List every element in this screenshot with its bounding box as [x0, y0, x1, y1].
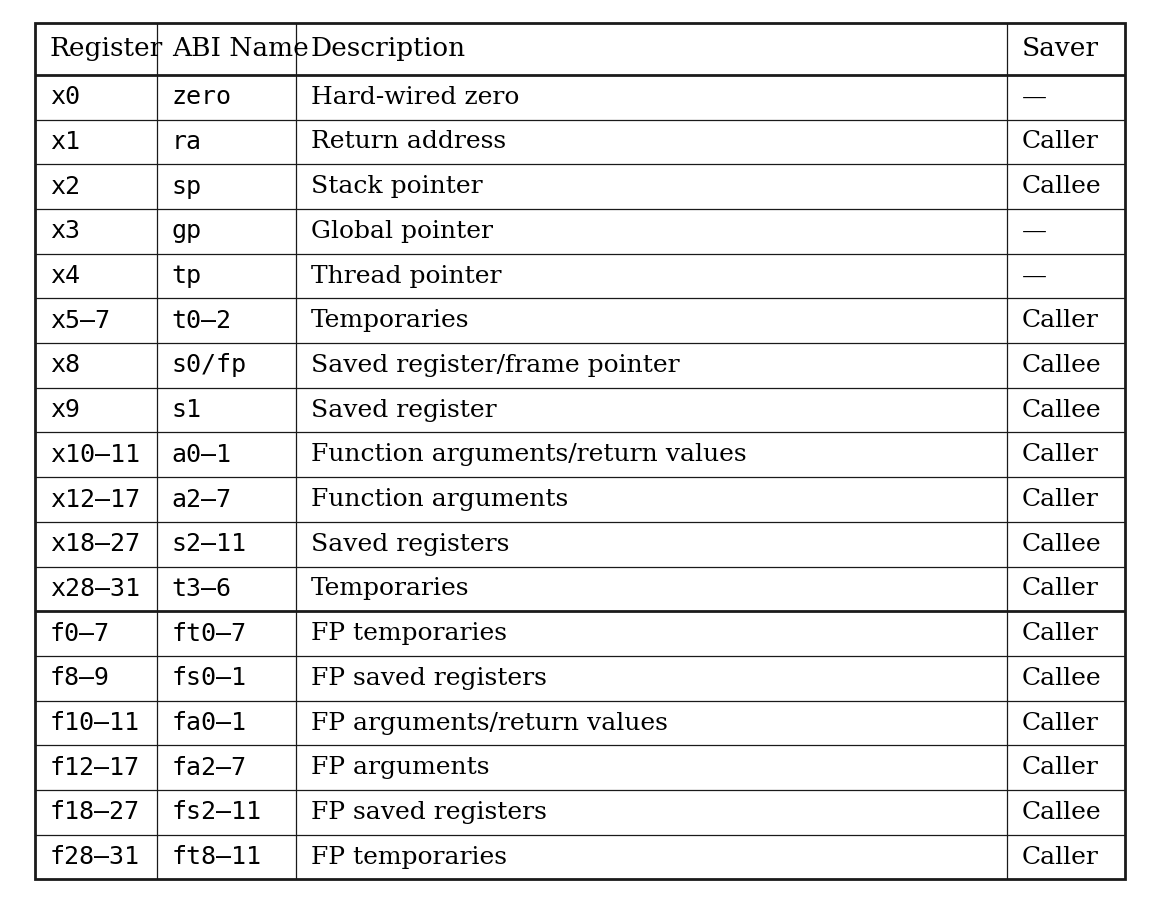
Text: s0/fp: s0/fp	[172, 354, 247, 377]
Text: Caller: Caller	[1022, 622, 1099, 645]
Text: Caller: Caller	[1022, 309, 1099, 332]
Text: x8: x8	[50, 354, 80, 377]
Text: x18–27: x18–27	[50, 532, 140, 557]
Text: FP arguments/return values: FP arguments/return values	[311, 712, 668, 734]
Text: FP saved registers: FP saved registers	[311, 801, 546, 824]
Text: gp: gp	[172, 219, 202, 244]
Text: Caller: Caller	[1022, 712, 1099, 734]
Text: f8–9: f8–9	[50, 667, 110, 690]
Text: f18–27: f18–27	[50, 800, 140, 824]
Text: x2: x2	[50, 175, 80, 198]
Text: Function arguments: Function arguments	[311, 488, 568, 511]
Text: Function arguments/return values: Function arguments/return values	[311, 443, 747, 466]
Text: Description: Description	[311, 36, 466, 61]
Text: fs0–1: fs0–1	[172, 667, 247, 690]
Text: Hard-wired zero: Hard-wired zero	[311, 86, 520, 109]
Text: s2–11: s2–11	[172, 532, 247, 557]
Text: Caller: Caller	[1022, 131, 1099, 153]
Text: Global pointer: Global pointer	[311, 220, 493, 243]
Text: Stack pointer: Stack pointer	[311, 175, 483, 198]
Text: ft8–11: ft8–11	[172, 845, 262, 870]
Text: f12–17: f12–17	[50, 756, 140, 779]
Text: f10–11: f10–11	[50, 711, 140, 735]
Text: FP temporaries: FP temporaries	[311, 845, 507, 869]
Text: f28–31: f28–31	[50, 845, 140, 870]
Text: x3: x3	[50, 219, 80, 244]
Text: —: —	[1022, 86, 1047, 109]
Text: f0–7: f0–7	[50, 621, 110, 646]
Text: x12–17: x12–17	[50, 487, 140, 511]
Text: Callee: Callee	[1022, 801, 1102, 824]
Text: —: —	[1022, 220, 1047, 243]
Text: Callee: Callee	[1022, 354, 1102, 377]
Text: Caller: Caller	[1022, 577, 1099, 601]
Text: ra: ra	[172, 130, 202, 154]
Text: Caller: Caller	[1022, 488, 1099, 511]
Text: Saved register: Saved register	[311, 399, 496, 421]
Text: a0–1: a0–1	[172, 443, 232, 467]
Text: Caller: Caller	[1022, 756, 1099, 779]
Text: t3–6: t3–6	[172, 577, 232, 601]
Text: Temporaries: Temporaries	[311, 577, 470, 601]
Text: Callee: Callee	[1022, 667, 1102, 690]
Text: a2–7: a2–7	[172, 487, 232, 511]
Text: x4: x4	[50, 264, 80, 288]
Text: Thread pointer: Thread pointer	[311, 264, 501, 288]
Text: Saver: Saver	[1022, 36, 1099, 61]
Text: Saved registers: Saved registers	[311, 533, 509, 556]
Text: FP saved registers: FP saved registers	[311, 667, 546, 690]
Text: fa2–7: fa2–7	[172, 756, 247, 779]
Text: x1: x1	[50, 130, 80, 154]
Text: Caller: Caller	[1022, 443, 1099, 466]
Text: ft0–7: ft0–7	[172, 621, 247, 646]
Text: Return address: Return address	[311, 131, 506, 153]
Text: fs2–11: fs2–11	[172, 800, 262, 824]
Text: x28–31: x28–31	[50, 577, 140, 601]
Text: FP arguments: FP arguments	[311, 756, 490, 779]
Text: x9: x9	[50, 398, 80, 422]
Text: tp: tp	[172, 264, 202, 288]
Text: x0: x0	[50, 85, 80, 109]
Text: Callee: Callee	[1022, 399, 1102, 421]
Text: Register: Register	[50, 36, 164, 61]
Text: x10–11: x10–11	[50, 443, 140, 467]
Text: s1: s1	[172, 398, 202, 422]
Text: fa0–1: fa0–1	[172, 711, 247, 735]
Text: Callee: Callee	[1022, 533, 1102, 556]
Text: t0–2: t0–2	[172, 308, 232, 333]
Text: Caller: Caller	[1022, 845, 1099, 869]
Text: —: —	[1022, 264, 1047, 288]
Text: sp: sp	[172, 175, 202, 198]
Text: Callee: Callee	[1022, 175, 1102, 198]
Text: FP temporaries: FP temporaries	[311, 622, 507, 645]
Text: Temporaries: Temporaries	[311, 309, 470, 332]
Text: ABI Name: ABI Name	[172, 36, 309, 61]
Text: zero: zero	[172, 85, 232, 109]
Text: x5–7: x5–7	[50, 308, 110, 333]
Text: Saved register/frame pointer: Saved register/frame pointer	[311, 354, 680, 377]
